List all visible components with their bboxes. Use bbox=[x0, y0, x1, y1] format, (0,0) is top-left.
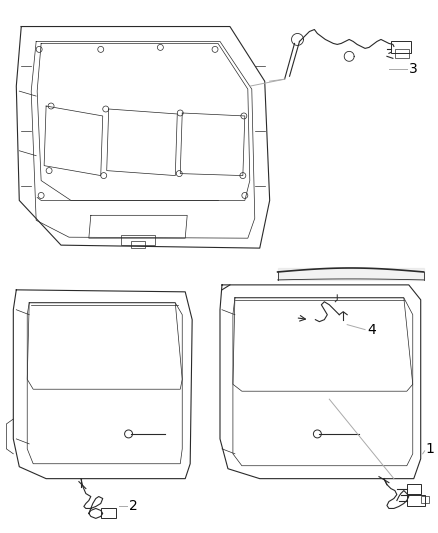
Bar bbox=[407, 495, 425, 506]
Bar bbox=[131, 241, 145, 248]
Bar bbox=[421, 496, 429, 504]
Text: 2: 2 bbox=[129, 499, 138, 513]
Text: 1: 1 bbox=[426, 442, 434, 456]
Bar bbox=[395, 50, 409, 58]
Text: 4: 4 bbox=[367, 322, 376, 337]
Bar bbox=[101, 508, 116, 519]
Bar bbox=[391, 42, 411, 53]
Bar bbox=[407, 483, 421, 494]
Bar bbox=[120, 235, 155, 245]
Text: 3: 3 bbox=[409, 62, 417, 76]
